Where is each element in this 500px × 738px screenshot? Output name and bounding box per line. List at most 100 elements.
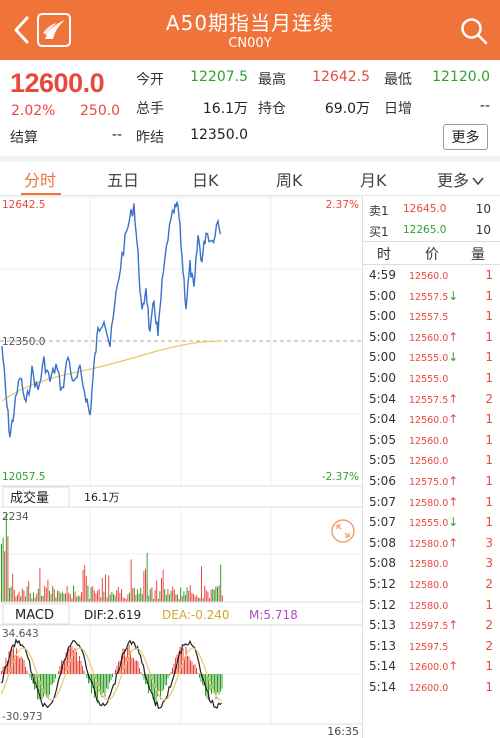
volume-total: 16.1万 xyxy=(84,491,120,504)
macd-bar xyxy=(73,650,74,674)
tick-price-cell: 12555.0↓ xyxy=(409,515,458,529)
macd-bar xyxy=(157,674,158,697)
bid-row: 买1 12265.0 10 xyxy=(363,221,500,241)
arrow-down-icon: ↓ xyxy=(448,515,459,530)
macd-bar xyxy=(85,674,86,675)
arrow-up-icon: ↑ xyxy=(448,618,459,633)
volume-bar xyxy=(82,569,84,602)
macd-bar xyxy=(113,673,115,674)
tab-more[interactable]: 更多 xyxy=(437,167,484,191)
volume-bar xyxy=(217,586,218,602)
macd-bar xyxy=(26,670,28,674)
macd-bar xyxy=(110,674,112,681)
app-logo-icon xyxy=(37,13,71,47)
macd-bar xyxy=(124,649,125,674)
macd-indicator-button[interactable] xyxy=(2,603,70,625)
volume-bar xyxy=(197,597,199,602)
macd-bar xyxy=(19,658,20,674)
intraday-chart[interactable]: 12642.5 2.37% 12350.0 12057.5 -2.37% 成交量… xyxy=(0,196,362,738)
volume-bar xyxy=(69,594,71,602)
volume-bar xyxy=(181,596,183,602)
tick-time: 5:04 xyxy=(369,391,396,406)
tick-price: 12557.5 xyxy=(409,394,449,406)
macd-bar xyxy=(212,674,214,693)
book-divider xyxy=(363,241,500,242)
macd-bar xyxy=(43,674,44,697)
volume-bar xyxy=(57,590,58,602)
search-icon[interactable] xyxy=(460,17,488,45)
macd-bar xyxy=(145,674,146,685)
macd-m: M:5.718 xyxy=(249,608,298,622)
macd-bar xyxy=(130,651,131,674)
tick-price: 12555.0 xyxy=(409,374,449,385)
tick-row: 5:00 12560.0↑ 1 xyxy=(363,328,500,349)
back-arrow-icon[interactable] xyxy=(12,14,32,46)
volume-bar xyxy=(33,592,34,602)
volume-bar xyxy=(42,595,44,602)
volume-bar xyxy=(20,596,22,602)
tick-volume: 1 xyxy=(485,412,493,427)
volume-bar xyxy=(5,513,7,602)
volume-bar xyxy=(165,594,167,602)
macd-bar xyxy=(31,674,32,680)
stat-value: 12207.5 xyxy=(190,69,248,85)
macd-bar xyxy=(158,674,160,692)
volume-bar xyxy=(85,576,87,602)
macd-bar xyxy=(170,672,172,674)
tick-price: 12597.5 xyxy=(409,621,449,633)
volume-bar xyxy=(129,592,130,602)
tick-volume: 2 xyxy=(485,391,493,406)
price-line xyxy=(1,201,221,438)
tab-intraday[interactable]: 分时 xyxy=(24,171,57,190)
arrow-up-icon: ↑ xyxy=(448,535,459,550)
volume-bar xyxy=(18,591,20,602)
tick-row: 5:14 12600.0 1 xyxy=(363,678,500,699)
volume-bar xyxy=(124,598,126,602)
tick-price: 12557.5 xyxy=(409,291,449,303)
tick-price: 12555.0 xyxy=(409,518,449,530)
volume-bar xyxy=(25,596,26,602)
tick-time: 5:00 xyxy=(369,309,396,324)
volume-bar xyxy=(194,596,196,602)
volume-bar xyxy=(41,595,42,602)
macd-bar xyxy=(52,674,53,684)
volume-bar xyxy=(135,594,137,602)
macd-bar xyxy=(202,674,203,685)
stat-label: 日增 xyxy=(384,101,412,117)
tab-five-day[interactable]: 五日 xyxy=(107,171,140,190)
volume-bar xyxy=(137,589,138,602)
tick-price-cell: 12560.0 xyxy=(409,453,448,467)
macd-bar xyxy=(178,658,179,674)
tick-time: 5:04 xyxy=(369,412,396,427)
tick-time: 5:00 xyxy=(369,288,396,303)
volume-bar xyxy=(213,589,215,602)
stat-label: 总手 xyxy=(136,101,164,117)
tick-row: 5:00 12555.0↓ 1 xyxy=(363,348,500,369)
more-stats-button[interactable]: 更多 xyxy=(443,124,488,150)
volume-bar xyxy=(164,589,166,602)
tick-volume: 1 xyxy=(485,494,493,509)
volume-bars xyxy=(1,513,223,602)
macd-bar xyxy=(17,655,19,674)
volume-bar xyxy=(26,586,28,602)
tab-weekly-k[interactable]: 周K xyxy=(276,171,303,190)
volume-bar xyxy=(108,575,110,602)
tick-head-qty: 量 xyxy=(471,247,485,263)
macd-bar xyxy=(47,674,49,698)
volume-bar xyxy=(132,588,134,602)
tab-daily-k[interactable]: 日K xyxy=(192,171,219,190)
volume-bar xyxy=(23,590,25,602)
volume-bar xyxy=(15,596,17,602)
volume-bar xyxy=(1,543,2,602)
macd-bar xyxy=(140,672,142,674)
volume-bar xyxy=(121,589,122,602)
macd-bar xyxy=(65,652,67,674)
volume-bar xyxy=(153,598,154,602)
expand-chart-icon[interactable] xyxy=(331,519,355,543)
tick-price-cell: 12600.0↑ xyxy=(409,659,458,673)
tick-row: 5:04 12560.0↑ 1 xyxy=(363,410,500,431)
volume-bar xyxy=(212,589,214,602)
volume-bar xyxy=(122,597,124,602)
tab-monthly-k[interactable]: 月K xyxy=(360,171,387,190)
macd-bar xyxy=(80,660,82,674)
